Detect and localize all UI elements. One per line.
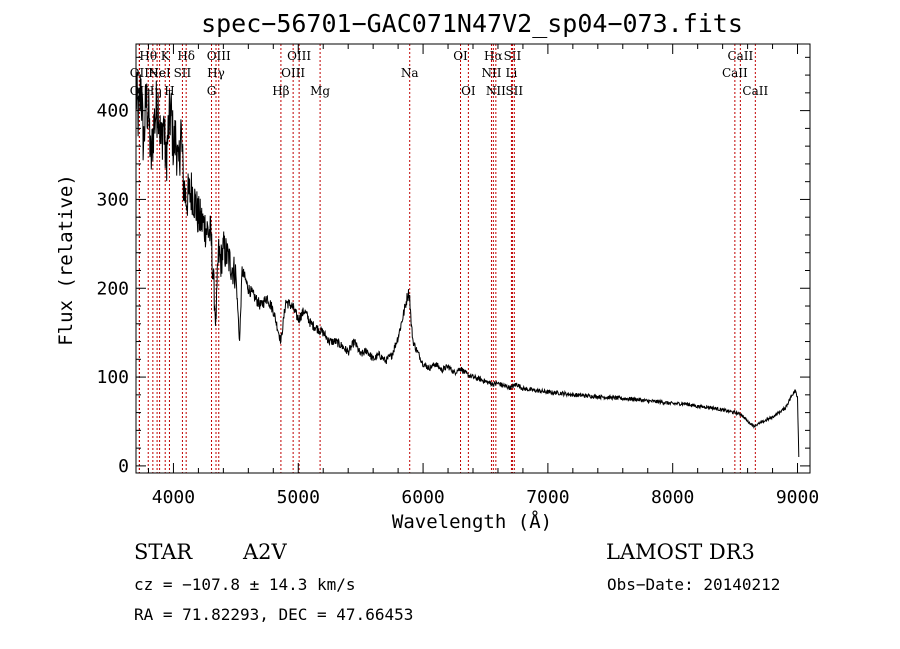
line-label-20: Hα bbox=[484, 49, 503, 63]
redshift-velocity: cz = −107.8 ± 14.3 km/s bbox=[134, 575, 356, 594]
y-tick-label-1: 100 bbox=[96, 367, 129, 388]
line-label-2: OII bbox=[130, 66, 150, 80]
x-tick-label-1: 5000 bbox=[277, 487, 320, 508]
line-label-6: K bbox=[161, 49, 171, 63]
axes bbox=[135, 43, 811, 474]
line-label-13: Hβ bbox=[272, 84, 289, 98]
line-label-17: Na bbox=[401, 66, 419, 80]
line-label-9: Hδ bbox=[177, 49, 195, 63]
x-tick-label-4: 8000 bbox=[651, 487, 694, 508]
line-label-26: CaII bbox=[727, 49, 753, 63]
y-axis-label: Flux (relative) bbox=[55, 174, 77, 346]
series-layer bbox=[135, 71, 800, 458]
line-label-16: Mg bbox=[310, 84, 330, 98]
x-axis-label: Wavelength (Å) bbox=[392, 510, 552, 533]
line-label-12: G bbox=[207, 84, 217, 98]
y-tick-label-4: 400 bbox=[96, 101, 129, 122]
line-label-23: SII bbox=[504, 49, 522, 63]
line-label-5: HeI bbox=[148, 66, 171, 80]
line-label-25: SII bbox=[505, 84, 523, 98]
line-label-19: OI bbox=[461, 84, 476, 98]
y-tick-label-3: 300 bbox=[96, 189, 129, 210]
chart-title: spec−56701−GAC071N47V2_sp04−073.fits bbox=[201, 9, 743, 38]
line-label-21: NII bbox=[481, 66, 501, 80]
x-tick-label-0: 4000 bbox=[152, 487, 195, 508]
line-label-14: OIII bbox=[287, 49, 311, 63]
observation-date: Obs−Date: 20140212 bbox=[607, 575, 781, 594]
plot-frame bbox=[135, 43, 811, 474]
series-line-0 bbox=[135, 71, 800, 458]
line-label-10: OIII bbox=[207, 49, 231, 63]
ticks: 4000 5000 6000 7000 8000 9000 0 100 200 300 400 bbox=[96, 44, 819, 508]
object-class: STAR bbox=[134, 540, 193, 564]
line-label-1: Hθ bbox=[139, 49, 157, 63]
line-label-15: OIII bbox=[281, 66, 305, 80]
line-label-27: CaII bbox=[722, 66, 748, 80]
x-tick-label-3: 7000 bbox=[526, 487, 569, 508]
line-label-28: CaII bbox=[742, 84, 768, 98]
object-subclass: A2V bbox=[243, 540, 287, 564]
y-tick-label-0: 0 bbox=[118, 456, 129, 477]
line-label-24: Li bbox=[506, 66, 518, 80]
line-label-8: SII bbox=[174, 66, 192, 80]
line-label-11: Hγ bbox=[207, 66, 225, 80]
line-label-22: NII bbox=[486, 84, 506, 98]
survey-name: LAMOST DR3 bbox=[606, 540, 755, 564]
line-label-18: OI bbox=[453, 49, 468, 63]
y-tick-label-2: 200 bbox=[96, 278, 129, 299]
x-tick-label-2: 6000 bbox=[401, 487, 444, 508]
x-tick-label-5: 9000 bbox=[776, 487, 819, 508]
coordinates: RA = 71.82293, DEC = 47.66453 bbox=[134, 605, 414, 624]
